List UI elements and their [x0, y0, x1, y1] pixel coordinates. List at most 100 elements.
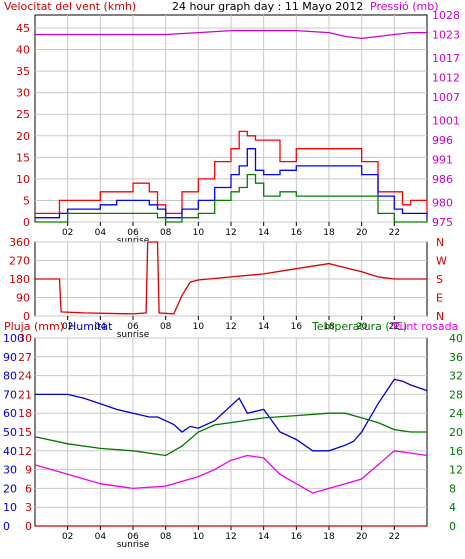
wind-y-tick-label: 45	[16, 22, 30, 35]
temperature-tick-label: 40	[449, 332, 463, 345]
wind-avg-line	[35, 148, 428, 219]
x-tick-label: 22	[389, 322, 400, 332]
temperature-tick-label: 24	[449, 407, 463, 420]
humidity-tick-label: 60	[3, 407, 17, 420]
x-tick-label: 16	[291, 532, 303, 542]
humidity-tick-label: 80	[3, 370, 17, 383]
wind-direction-line	[35, 241, 427, 315]
pressure-tick-label: 1023	[432, 29, 460, 42]
rain-tick-label: 30	[18, 332, 32, 345]
x-tick-label: 16	[291, 322, 303, 332]
x-tick-label: 04	[95, 322, 107, 332]
pressure-tick-label: 1007	[432, 91, 460, 104]
x-tick-label: 10	[193, 532, 205, 542]
temperature-label: Temperatura (°C)	[311, 320, 407, 333]
humidity-tick-label: 40	[3, 445, 17, 458]
x-tick-label: 18	[323, 322, 335, 332]
x-tick-label: 02	[62, 532, 73, 542]
x-tick-label: 14	[258, 532, 270, 542]
x-tick-label: 06	[127, 228, 139, 238]
compass-label: S	[436, 273, 443, 286]
humidity-tick-label: 100	[3, 332, 24, 345]
direction-degree-label: 180	[9, 273, 30, 286]
pressure-label: Pressió (mb)	[370, 0, 439, 13]
rain-tick-label: 18	[18, 407, 32, 420]
humidity-tick-label: 0	[3, 520, 10, 533]
x-tick-label: 16	[291, 228, 303, 238]
x-tick-label: 12	[225, 532, 236, 542]
pressure-tick-label: 1028	[432, 9, 460, 22]
rain-tick-label: 3	[25, 501, 32, 514]
sunrise-label: sunrise	[117, 540, 150, 550]
pressure-tick-label: 1017	[432, 52, 460, 65]
rain-tick-label: 12	[18, 445, 32, 458]
compass-label: W	[436, 255, 447, 268]
direction-degree-label: 360	[9, 236, 30, 249]
graph-title: 24 hour graph day : 11 Mayo 2012	[172, 0, 363, 13]
x-tick-label: 14	[258, 228, 270, 238]
wind-y-tick-label: 40	[16, 44, 30, 57]
sunrise-label: sunrise	[117, 236, 150, 246]
humidity-tick-label: 30	[3, 464, 17, 477]
wind-y-tick-label: 5	[23, 194, 30, 207]
rain-label: Pluja (mm)	[4, 320, 64, 333]
x-tick-label: 04	[95, 228, 107, 238]
direction-degree-label: 0	[23, 310, 30, 323]
pressure-tick-label: 980	[432, 196, 453, 209]
pressure-tick-label: 991	[432, 154, 453, 167]
pressure-tick-label: 1001	[432, 114, 460, 127]
temperature-tick-label: 16	[449, 445, 463, 458]
x-tick-label: 02	[62, 228, 73, 238]
x-tick-label: 12	[225, 228, 236, 238]
pressure-tick-label: 986	[432, 173, 453, 186]
x-tick-label: 18	[323, 532, 335, 542]
rain-tick-label: 27	[18, 351, 32, 364]
wind-pressure-panel: 0510152025303540459759809869919961001100…	[16, 9, 460, 246]
temperature-tick-label: 0	[449, 520, 456, 533]
x-tick-label: 08	[160, 532, 172, 542]
compass-label: E	[436, 292, 443, 305]
x-tick-label: 10	[193, 228, 205, 238]
temperature-tick-label: 20	[449, 426, 463, 439]
pressure-tick-label: 975	[432, 216, 453, 229]
x-tick-label: 08	[160, 228, 172, 238]
x-tick-label: 10	[193, 322, 205, 332]
humidity-tick-label: 20	[3, 482, 17, 495]
x-tick-label: 18	[323, 228, 335, 238]
wind-y-tick-label: 20	[16, 130, 30, 143]
dew-point-line	[34, 450, 428, 494]
temperature-tick-label: 36	[449, 351, 463, 364]
x-tick-label: 20	[356, 228, 368, 238]
x-tick-label: 04	[95, 532, 107, 542]
temperature-line	[34, 412, 427, 457]
direction-degree-label: 270	[9, 255, 30, 268]
x-tick-label: 06	[127, 532, 139, 542]
x-tick-label: 06	[127, 322, 139, 332]
humidity-tick-label: 50	[3, 426, 17, 439]
compass-label: N	[436, 236, 444, 249]
rain-tick-label: 6	[25, 482, 32, 495]
rain-tick-label: 21	[18, 388, 32, 401]
humidity-label: Humitat	[68, 320, 113, 333]
x-tick-label: 12	[225, 322, 236, 332]
wind-gust-line	[35, 130, 428, 215]
wind-y-tick-label: 25	[16, 108, 30, 121]
temperature-tick-label: 32	[449, 370, 463, 383]
humidity-tick-label: 90	[3, 351, 17, 364]
wind-y-tick-label: 30	[16, 87, 30, 100]
compass-label: N	[436, 310, 444, 323]
wind-y-tick-label: 35	[16, 65, 30, 78]
wind-y-tick-label: 10	[16, 173, 30, 186]
wind-y-tick-label: 0	[23, 216, 30, 229]
wind-y-tick-label: 15	[16, 151, 30, 164]
rain-tick-label: 24	[18, 370, 32, 383]
x-tick-label: 02	[62, 322, 73, 332]
pressure-line	[35, 29, 427, 40]
humidity-tick-label: 10	[3, 501, 17, 514]
wind-speed-label: Velocitat del vent (kmh)	[4, 0, 136, 13]
x-tick-label: 22	[389, 532, 400, 542]
temperature-tick-label: 12	[449, 464, 463, 477]
humidity-tick-label: 70	[3, 388, 17, 401]
